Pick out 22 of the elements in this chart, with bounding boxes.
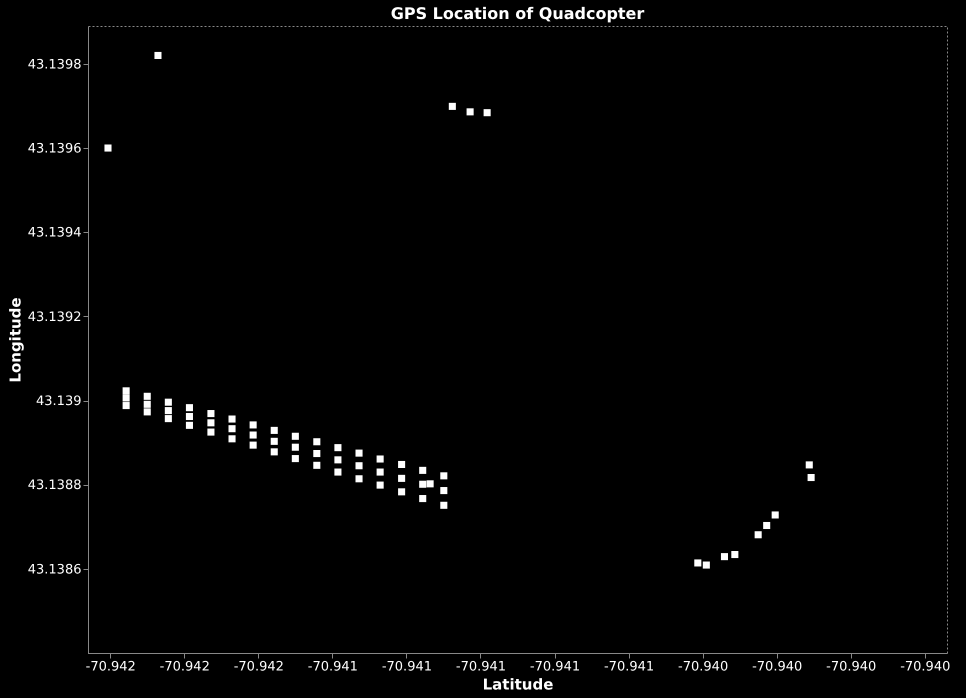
y-tick-label: 43.1392	[28, 310, 82, 325]
x-tick-label: -70.941	[382, 660, 432, 674]
y-tick-label: 43.1396	[28, 142, 82, 157]
x-tick-label: -70.942	[234, 660, 284, 674]
x-tick-label: -70.941	[456, 660, 506, 674]
x-tick-label: -70.940	[900, 660, 950, 674]
y-axis-title: Longitude	[6, 297, 25, 383]
y-tick-label: 43.139	[36, 394, 82, 410]
y-tick-label: 43.1386	[28, 562, 82, 578]
x-tick-label: -70.940	[826, 660, 876, 674]
x-tick-label: -70.940	[678, 660, 728, 674]
x-tick-label: -70.942	[160, 660, 210, 674]
x-tick-label: -70.940	[752, 660, 802, 674]
chart-title: GPS Location of Quadcopter	[390, 4, 644, 23]
x-tick-label: -70.941	[604, 660, 654, 674]
x-tick-label: -70.941	[530, 660, 580, 674]
x-tick-label: -70.941	[308, 660, 358, 674]
y-tick-label: 43.1388	[28, 478, 82, 494]
y-tick-label: 43.1398	[28, 57, 82, 72]
x-axis-title: Latitude	[482, 676, 554, 694]
y-tick-label: 43.1394	[28, 226, 82, 241]
x-tick-label: -70.942	[86, 660, 136, 674]
